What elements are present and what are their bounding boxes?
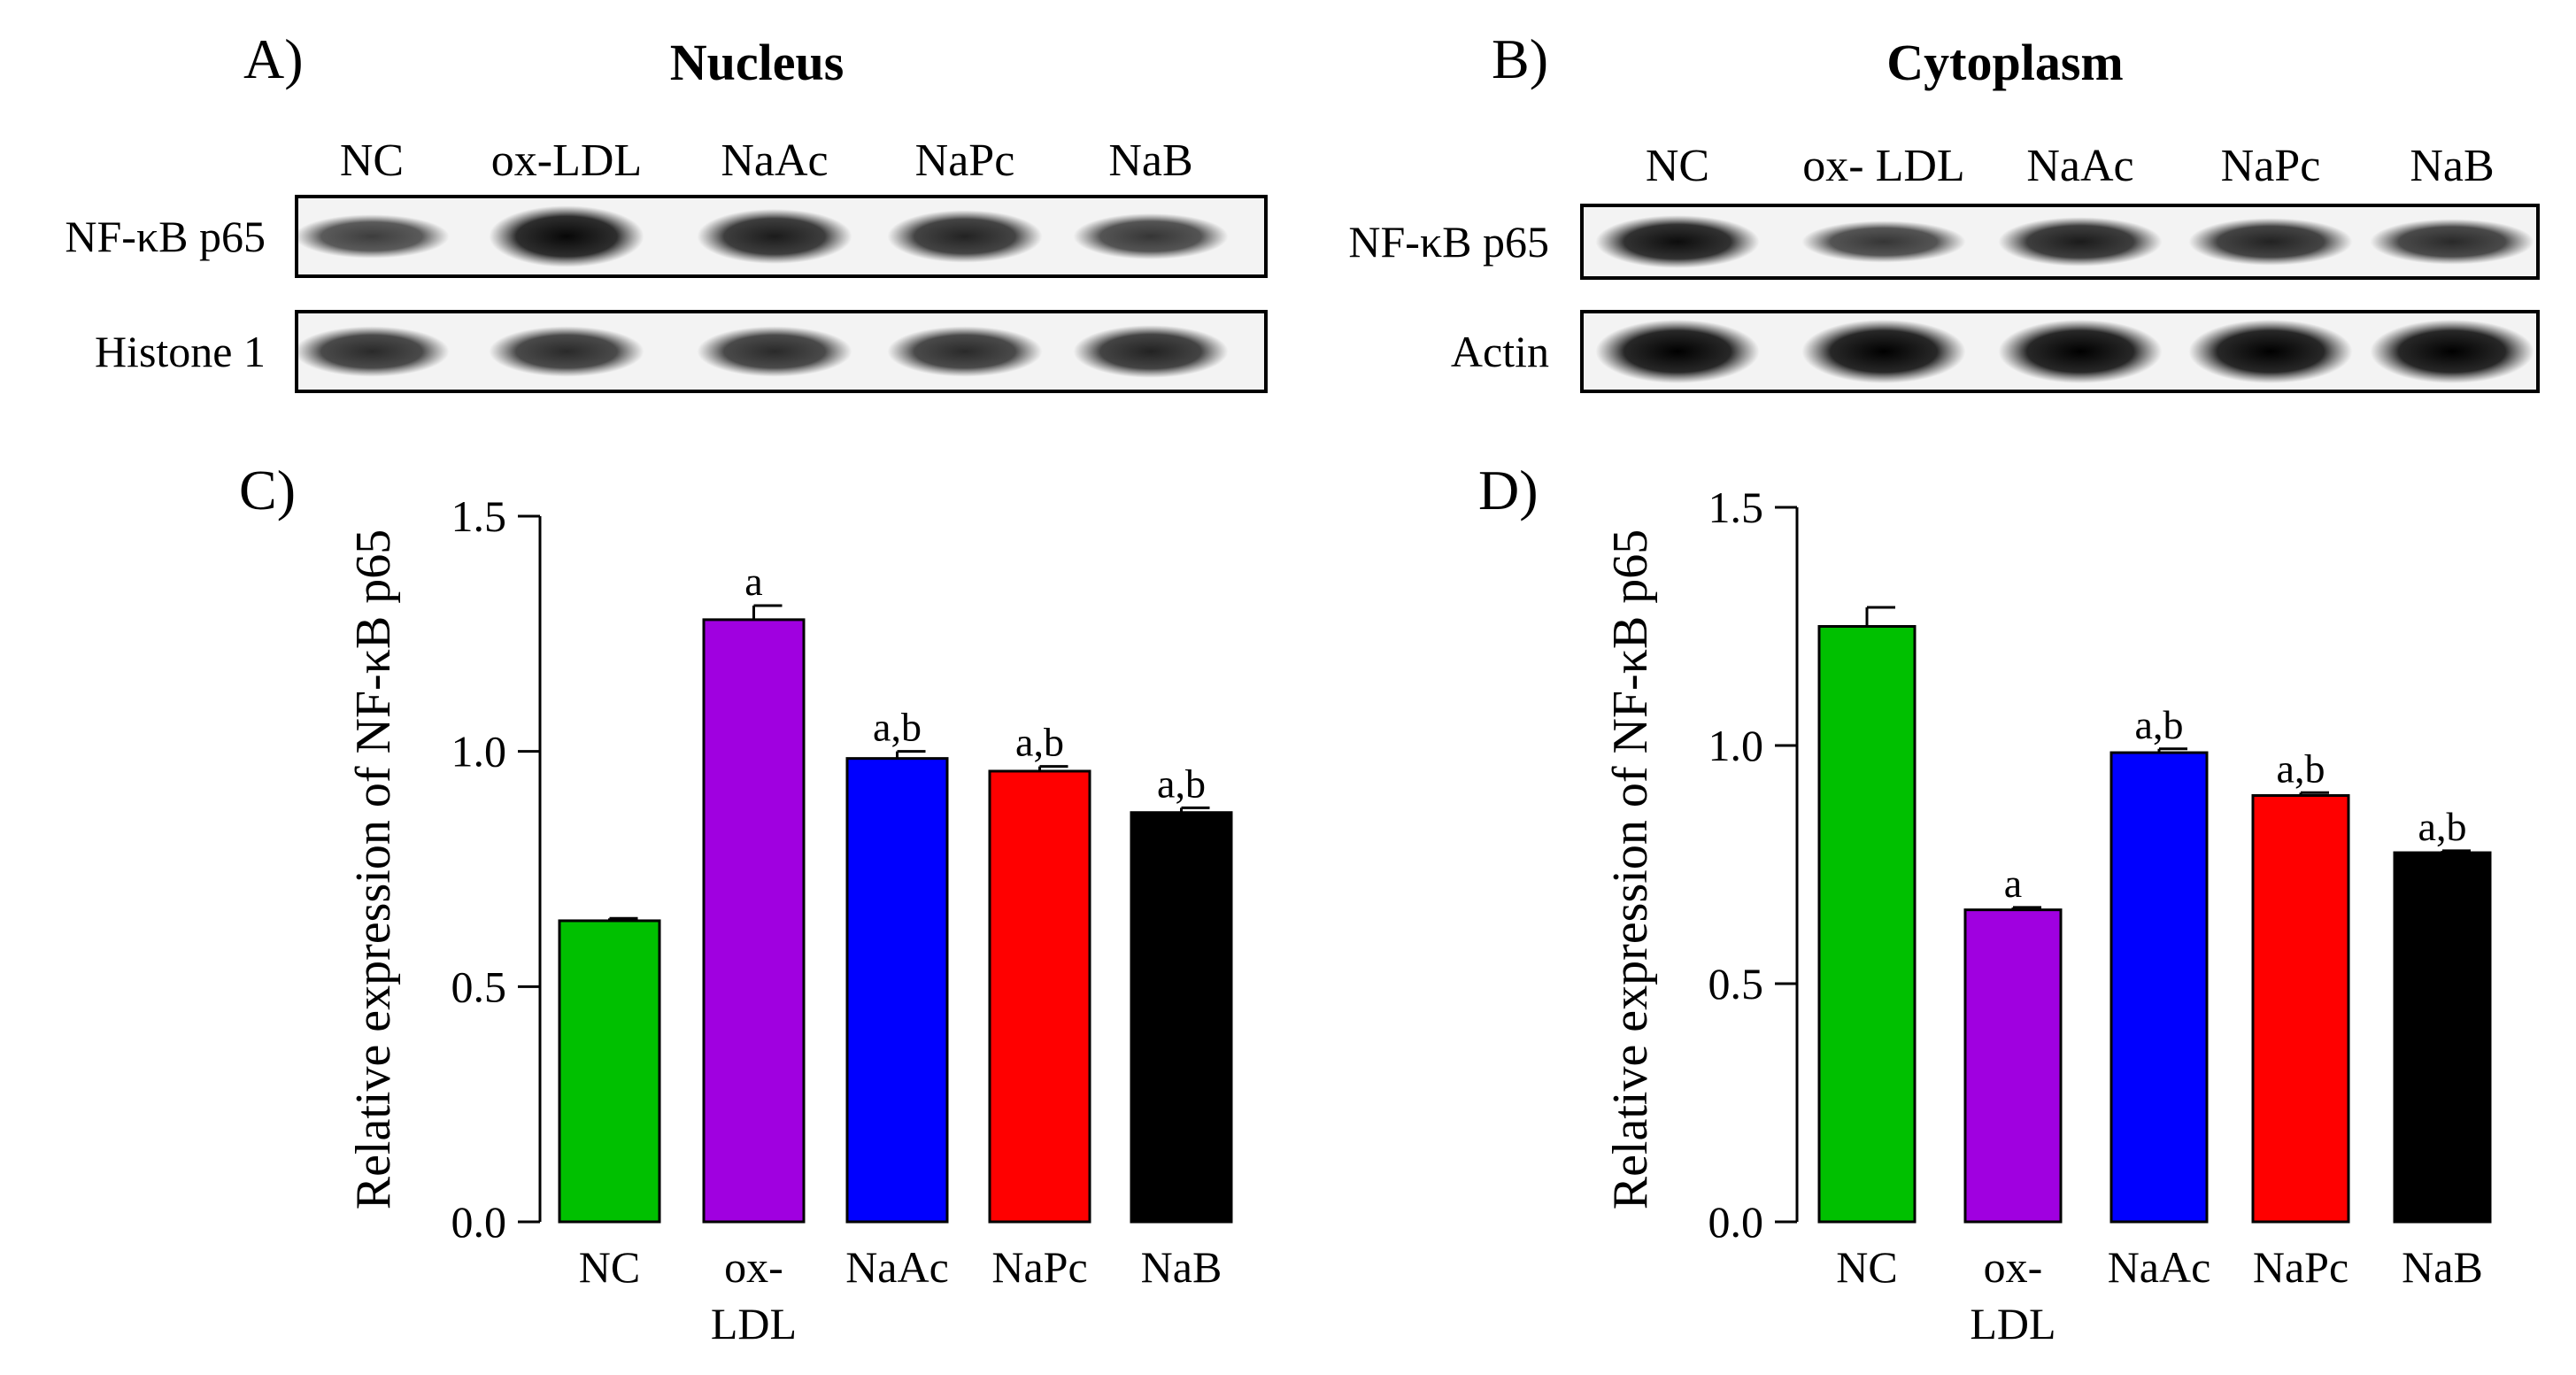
x-category-label: ox-	[724, 1242, 783, 1292]
blot-lane-label: NaPc	[915, 135, 1015, 186]
blot-band	[1801, 320, 1966, 383]
x-category-label: NaAc	[845, 1242, 949, 1292]
bar	[1817, 625, 1917, 1224]
blot-title: Cytoplasm	[1886, 34, 2123, 91]
blot-band	[2188, 218, 2353, 266]
blot-panel-letter: A)	[243, 27, 304, 90]
bar	[2109, 751, 2209, 1224]
x-category-label: NaPc	[991, 1242, 1087, 1292]
blot-band	[1801, 220, 1966, 263]
x-category-label: NaPc	[2253, 1242, 2348, 1292]
significance-label: a,b	[2277, 745, 2325, 791]
y-tick-label: 0.0	[451, 1197, 507, 1247]
blot-lane-label: NaAc	[721, 135, 828, 186]
x-category-label: ox-	[1984, 1242, 2043, 1292]
blot-band	[294, 214, 450, 259]
blot-band	[697, 326, 852, 377]
significance-label: a	[2004, 861, 2022, 906]
blot-lane-label: NaB	[1108, 135, 1192, 186]
blot-band	[1998, 320, 2163, 383]
bar	[2393, 851, 2492, 1224]
blot-row-label: NF-κB p65	[65, 212, 266, 261]
bar	[2251, 793, 2350, 1224]
chart-panel-letter: C)	[239, 459, 296, 521]
significance-label: a,b	[1015, 720, 1064, 765]
blot-panel-letter: B)	[1492, 27, 1548, 90]
y-axis-title: Relative expression of NF-κB p65	[346, 529, 401, 1210]
bar	[702, 618, 806, 1224]
bar	[988, 769, 1091, 1224]
blot-lane-label: ox-LDL	[491, 135, 642, 186]
x-category-label: NC	[1836, 1242, 1897, 1292]
y-tick-label: 1.5	[1708, 483, 1764, 532]
blot-lane-label: NC	[1646, 141, 1709, 191]
x-category-label: NC	[579, 1242, 640, 1292]
blot-band	[489, 326, 644, 377]
bar	[558, 919, 661, 1224]
bar	[1130, 811, 1233, 1224]
significance-label: a	[744, 559, 762, 604]
bar	[845, 757, 949, 1224]
blot-row-label: NF-κB p65	[1348, 217, 1549, 267]
blot-band	[697, 209, 852, 264]
blot-band	[1998, 217, 2163, 267]
blot-lane-label: NaAc	[2026, 141, 2133, 191]
y-axis-title: Relative expression of NF-κB p65	[1603, 529, 1658, 1210]
x-category-label: NaB	[2402, 1242, 2483, 1292]
blot-band	[1073, 213, 1229, 259]
x-category-label: LDL	[711, 1299, 797, 1348]
significance-label: a,b	[2418, 804, 2467, 849]
chart-panel-letter: D)	[1478, 459, 1539, 521]
blot-lane-label: NaPc	[2221, 141, 2321, 191]
y-tick-label: 1.5	[451, 491, 507, 541]
blot-band	[489, 205, 644, 267]
blot-row-label: Actin	[1451, 327, 1549, 376]
y-tick-label: 0.5	[451, 962, 507, 1011]
significance-label: a,b	[873, 705, 922, 750]
blot-lane-label: NC	[340, 135, 404, 186]
significance-label: a,b	[2135, 702, 2184, 747]
x-category-label: NaAc	[2108, 1242, 2211, 1292]
y-tick-label: 1.0	[451, 727, 507, 776]
blot-band	[1595, 215, 1760, 268]
blot-lane-label: ox- LDL	[1802, 141, 1964, 191]
blot-band	[2370, 219, 2534, 265]
y-tick-label: 0.5	[1708, 959, 1764, 1008]
blot-band	[1073, 325, 1229, 378]
blot-row-label: Histone 1	[95, 327, 266, 376]
blot-band	[2188, 320, 2353, 383]
y-tick-label: 1.0	[1708, 721, 1764, 770]
blot-band	[1595, 320, 1760, 383]
y-tick-label: 0.0	[1708, 1197, 1764, 1247]
x-category-label: LDL	[1970, 1299, 2055, 1348]
blot-band	[2370, 320, 2534, 383]
blot-band	[887, 326, 1043, 377]
significance-label: a,b	[1157, 761, 1206, 806]
blot-title: Nucleus	[670, 34, 845, 91]
blot-band	[294, 326, 450, 377]
blot-lane-label: NaB	[2410, 141, 2494, 191]
blot-band	[887, 210, 1043, 263]
x-category-label: NaB	[1141, 1242, 1222, 1292]
bar	[1963, 908, 2063, 1224]
